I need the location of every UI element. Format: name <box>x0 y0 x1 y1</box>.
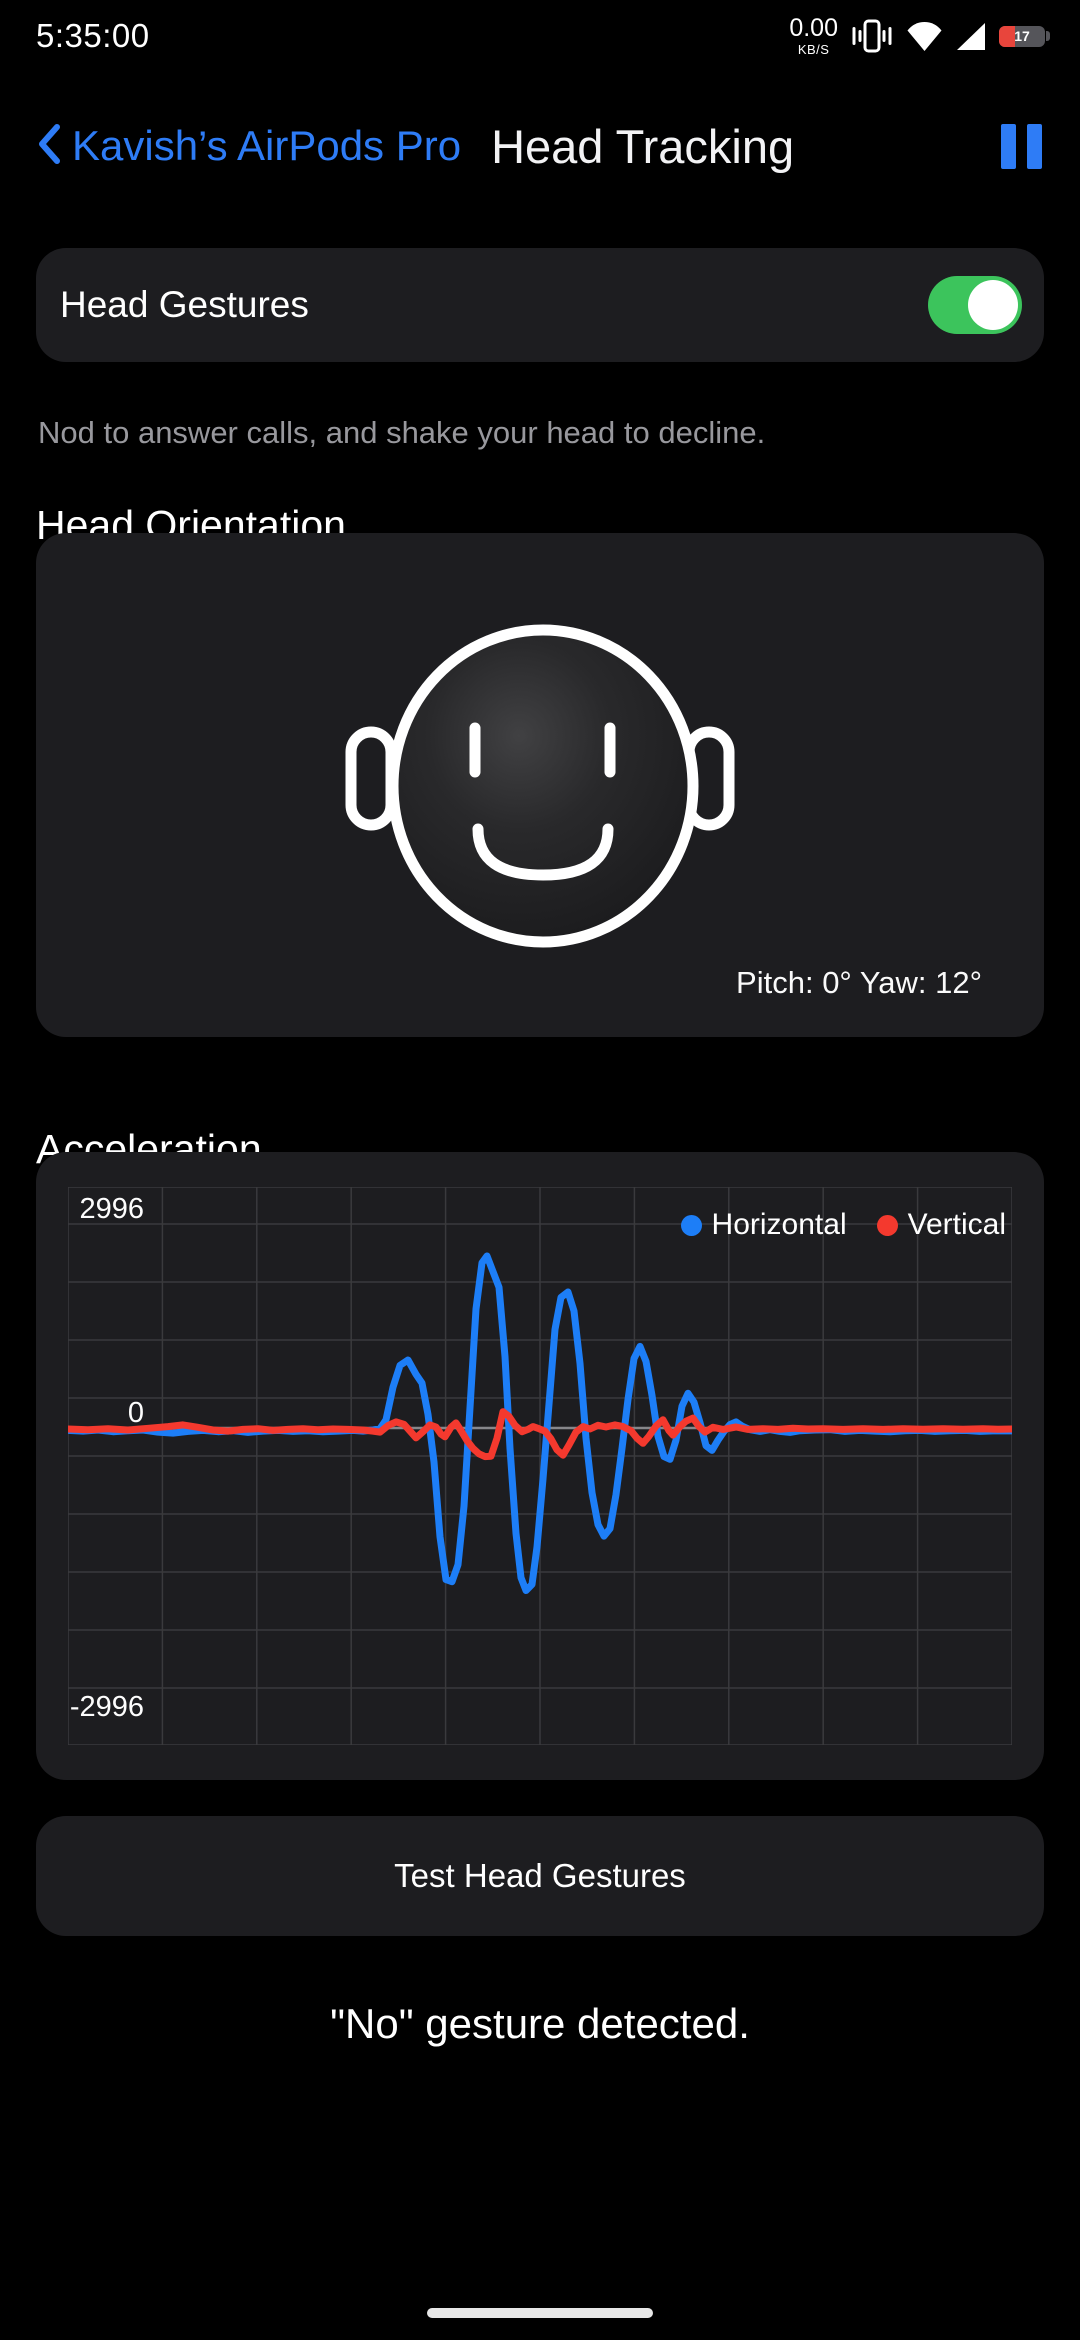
cellular-signal-icon <box>957 22 985 50</box>
status-bar: 5:35:00 0.00 KB/S <box>36 10 1050 62</box>
legend-item-vertical: Vertical <box>876 1208 1006 1242</box>
pitch-yaw-readout: Pitch: 0° Yaw: 12° <box>736 965 982 1000</box>
head-orientation-face <box>345 624 735 948</box>
acceleration-chart-card: 2996 0 -2996 Horizontal Vertical <box>36 1152 1044 1780</box>
toggle-knob <box>968 280 1018 330</box>
page-title: Head Tracking <box>491 119 795 173</box>
pause-icon <box>1001 123 1016 169</box>
y-axis-tick-max: 2996 <box>79 1193 144 1225</box>
back-button-label: Kavish’s AirPods Pro <box>72 122 462 169</box>
head-orientation-card: Pitch: 0° Yaw: 12° <box>36 533 1044 1037</box>
head-gestures-label: Head Gestures <box>60 284 309 325</box>
head-gestures-row[interactable]: Head Gestures <box>36 248 1044 362</box>
left-ear-icon <box>345 726 397 831</box>
battery-percent: 17 <box>1014 28 1030 44</box>
clock: 5:35:00 <box>36 17 150 54</box>
chart-legend: Horizontal Vertical <box>680 1208 1006 1242</box>
horizontal-series-dot <box>680 1214 702 1236</box>
gesture-result-text: "No" gesture detected. <box>330 2000 750 2047</box>
vibrate-icon <box>852 17 892 55</box>
pause-button[interactable] <box>999 122 1044 171</box>
vertical-series-dot <box>876 1214 898 1236</box>
head-gestures-description: Nod to answer calls, and shake your head… <box>38 415 766 450</box>
face-icon <box>387 624 699 948</box>
wifi-icon <box>906 21 943 52</box>
back-button[interactable]: Kavish’s AirPods Pro <box>36 122 461 170</box>
head-gestures-toggle[interactable] <box>928 276 1022 334</box>
acceleration-chart-svg <box>68 1187 1012 1745</box>
network-speed: 0.00 KB/S <box>789 14 838 57</box>
legend-item-horizontal: Horizontal <box>680 1208 847 1242</box>
header: Kavish’s AirPods Pro Head Tracking <box>36 116 1044 176</box>
y-axis-tick-zero: 0 <box>127 1397 144 1429</box>
chevron-left-icon <box>36 123 62 170</box>
battery-nub <box>1046 31 1050 41</box>
y-axis-tick-min: -2996 <box>69 1691 144 1723</box>
battery-fill <box>999 25 1015 47</box>
battery-icon: 17 <box>999 25 1050 47</box>
test-head-gestures-button[interactable]: Test Head Gestures <box>36 1816 1044 1936</box>
home-indicator[interactable] <box>427 2308 653 2318</box>
status-icons: 0.00 KB/S <box>789 16 1050 56</box>
